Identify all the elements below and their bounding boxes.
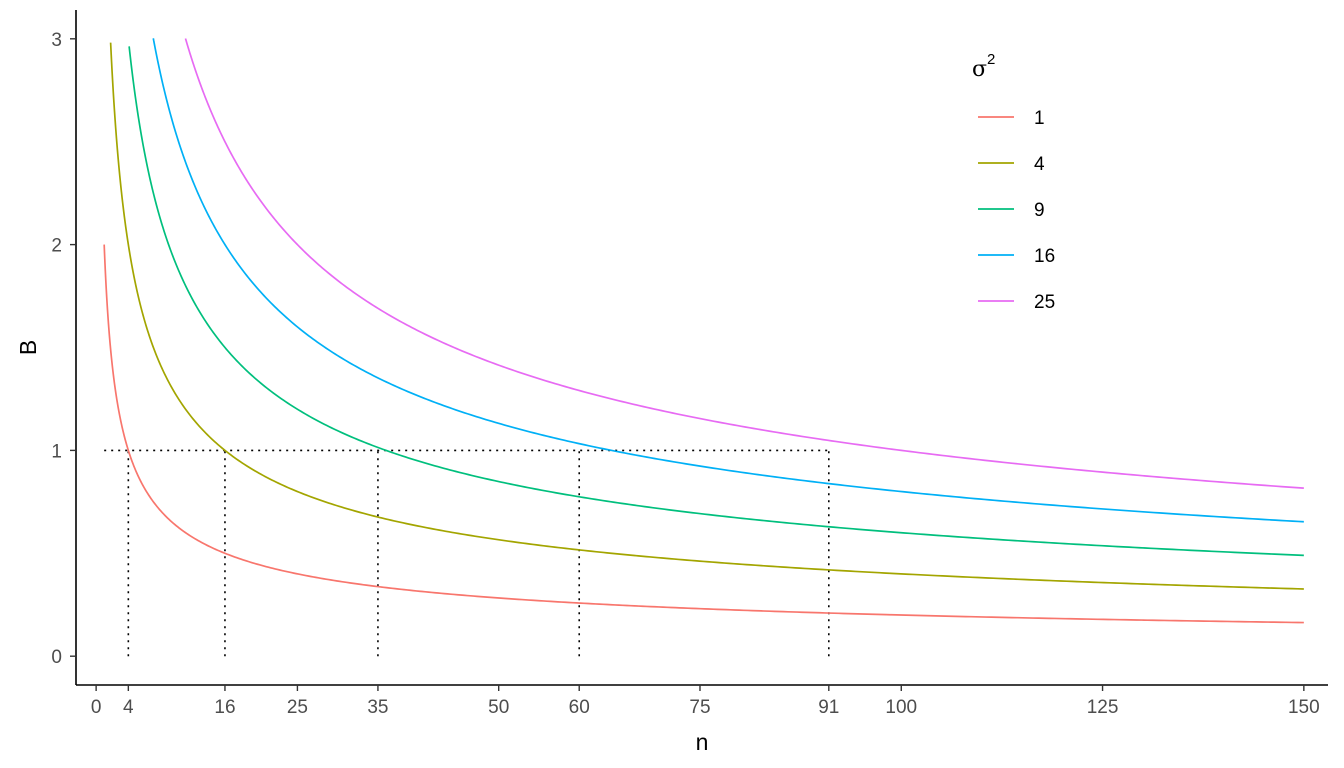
legend-label: 1: [1034, 108, 1045, 129]
y-tick-label: 1: [51, 441, 62, 462]
series-line-25: [184, 38, 1304, 490]
y-axis-title: B: [15, 340, 41, 355]
x-axis-title: n: [696, 729, 709, 755]
series-line-4: [109, 42, 1304, 590]
x-tick-label: 150: [1288, 697, 1320, 718]
y-tick-label: 3: [51, 30, 62, 51]
legend-title-symbol: σ: [972, 57, 987, 82]
x-tick-label: 75: [689, 697, 710, 718]
legend-label: 25: [1034, 292, 1055, 313]
series-line-9: [128, 46, 1304, 557]
x-tick-label: 100: [885, 697, 917, 718]
x-tick-label: 25: [287, 697, 308, 718]
x-tick-label: 16: [214, 697, 235, 718]
y-axis-ticks: 0 1 2 3: [51, 30, 76, 668]
x-tick-label: 91: [818, 697, 839, 718]
legend-label: 9: [1034, 200, 1045, 221]
series-lines: [103, 38, 1304, 624]
legend: σ2 1 4 9 16 25: [972, 51, 1055, 313]
x-tick-label: 125: [1087, 697, 1119, 718]
x-tick-label: 50: [488, 697, 509, 718]
series-line-16: [152, 38, 1304, 523]
series-line-1: [103, 244, 1304, 624]
legend-title: σ2: [972, 51, 995, 82]
x-tick-label: 4: [123, 697, 134, 718]
legend-items: 1 4 9 16 25: [978, 108, 1055, 313]
x-axis-ticks: 0 4 16 25 35 50 60 75 91 100 125 150: [91, 685, 1320, 718]
legend-title-superscript: 2: [987, 51, 995, 68]
x-tick-label: 0: [91, 697, 102, 718]
legend-label: 4: [1034, 154, 1045, 175]
x-tick-label: 60: [569, 697, 590, 718]
y-tick-label: 0: [51, 647, 62, 668]
y-tick-label: 2: [51, 236, 62, 257]
plot-panel: [103, 38, 1304, 657]
x-tick-label: 35: [367, 697, 388, 718]
legend-label: 16: [1034, 246, 1055, 267]
